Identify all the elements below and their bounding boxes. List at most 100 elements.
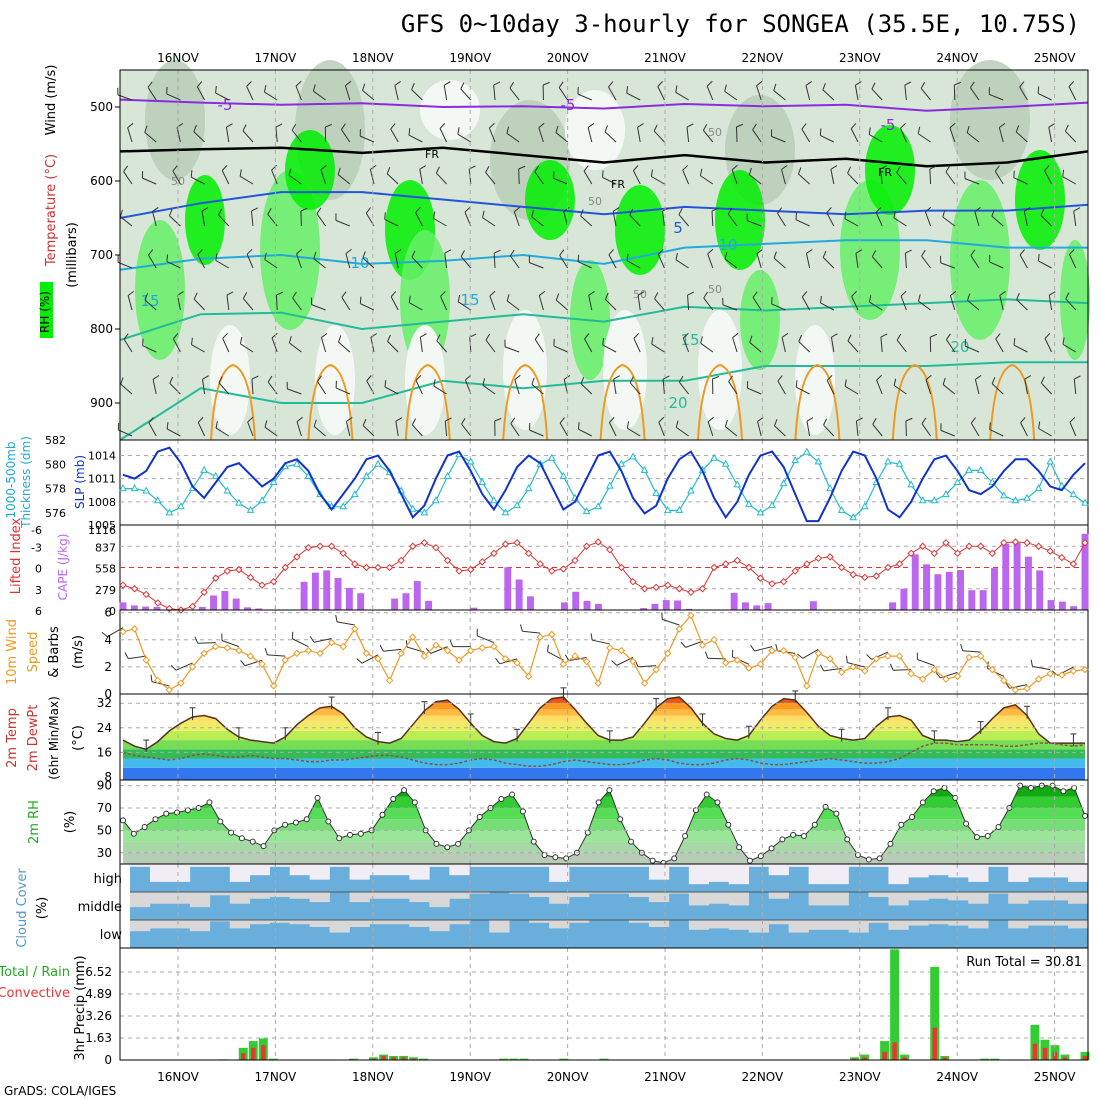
- wind-barb-flag: [633, 165, 639, 171]
- wind-barb: [953, 84, 956, 101]
- rh-marker: [768, 845, 775, 852]
- cape-bar: [764, 603, 772, 610]
- wind-barb: [876, 379, 883, 395]
- wind-barb-flag: [288, 168, 292, 176]
- wind-barb: [577, 261, 593, 269]
- wind-barb-flag: [847, 334, 852, 342]
- wind-barb: [394, 85, 399, 101]
- wind-barb-flag: [215, 421, 218, 429]
- wind-barb: [264, 91, 278, 101]
- series-temp: [122, 696, 1085, 751]
- wind-barb: [477, 635, 495, 644]
- wind-barb: [559, 255, 569, 269]
- precip-convective-bar: [381, 1055, 386, 1060]
- wind-barb: [193, 131, 205, 143]
- wind-barb-flag: [724, 84, 727, 92]
- precip-total-bar: [990, 1058, 1000, 1060]
- thickness-marker: [756, 508, 765, 516]
- wind-barb-flag: [172, 165, 178, 172]
- thickness-marker: [408, 504, 417, 512]
- wind-barb-flag: [798, 334, 802, 342]
- wind-marker: [687, 611, 695, 620]
- cape-bar: [244, 607, 251, 610]
- cloud-clear-cell: [149, 892, 171, 904]
- rh-dry-area: [405, 325, 445, 435]
- wind-marker: [188, 663, 197, 671]
- cloud-clear-cell: [1068, 864, 1089, 882]
- time-label-bottom: 25NOV: [1034, 1070, 1076, 1084]
- rh-contour-fill: [950, 60, 1030, 180]
- wind-barb-flag: [736, 123, 744, 128]
- thickness-marker: [153, 496, 162, 504]
- wind-barb: [1044, 338, 1053, 353]
- wind-marker: [745, 664, 753, 672]
- wind-barb: [998, 127, 1004, 143]
- cloud-clear-cell: [808, 864, 829, 885]
- wind-barb-flag: [920, 82, 926, 89]
- wind-barb-flag: [275, 123, 283, 128]
- axis-label: (%): [35, 897, 50, 920]
- wind-barb-flag: [194, 636, 199, 644]
- wind-barb-flag: [795, 380, 798, 388]
- wind-barb-flag: [757, 416, 764, 422]
- cloud-clear-cell: [369, 864, 390, 876]
- wind-barb-flag: [1024, 375, 1032, 380]
- cloud-clear-cell: [908, 864, 929, 878]
- wind-barb-flag: [675, 420, 679, 428]
- cloud-clear-cell: [269, 864, 290, 867]
- wind-barb-flag: [534, 333, 540, 340]
- cloud-clear-cell: [1008, 892, 1029, 904]
- wind-barb: [362, 89, 375, 101]
- thickness-marker: [721, 459, 730, 467]
- thickness-marker: [629, 452, 637, 460]
- wind-barb-flag: [362, 251, 366, 259]
- li-marker: [420, 539, 429, 547]
- wind-barb-flag: [925, 374, 932, 381]
- wind-barb: [191, 344, 205, 353]
- tick-label: 1116: [88, 524, 116, 537]
- wind-barb: [925, 379, 932, 395]
- li-marker: [571, 556, 579, 565]
- wind-marker: [965, 653, 973, 662]
- axis-label: 2m DewPt: [26, 705, 41, 772]
- li-marker: [1046, 547, 1054, 555]
- tick-label: 500: [90, 100, 113, 114]
- cloud-clear-cell: [489, 864, 510, 867]
- wind-barb-flag: [657, 81, 663, 87]
- wind-barb: [1044, 170, 1053, 185]
- thickness-marker: [362, 471, 371, 479]
- wind-marker: [327, 638, 336, 647]
- wind-barb-flag: [797, 167, 802, 175]
- thickness-marker: [594, 502, 603, 510]
- wind-barb-flag: [1062, 337, 1065, 345]
- precip-convective-bar: [251, 1047, 256, 1060]
- wind-barb: [822, 89, 835, 101]
- cape-bar: [391, 598, 399, 610]
- wind-barb: [629, 382, 641, 395]
- wind-barb-flag: [264, 648, 268, 656]
- cape-bar: [923, 564, 931, 610]
- wind-barb: [169, 215, 181, 227]
- rh-marker: [865, 856, 872, 863]
- wind-barb: [222, 338, 230, 353]
- cloud-clear-cell: [868, 892, 889, 898]
- cloud-clear-cell: [469, 864, 490, 867]
- tick-label: 0: [109, 605, 116, 618]
- thickness-marker: [675, 505, 684, 513]
- axis-label: 2m Temp: [5, 708, 20, 768]
- li-marker: [304, 543, 313, 552]
- thickness-marker: [745, 499, 753, 507]
- wind-marker: [814, 649, 823, 658]
- contour-label: FR: [611, 178, 625, 191]
- rh-legend-swatch: [40, 282, 53, 338]
- wind-barb-flag: [513, 206, 520, 213]
- wind-barb-flag: [942, 377, 946, 385]
- rh-contour-fill: [145, 60, 205, 180]
- wind-barb: [945, 339, 956, 353]
- cloud-clear-cell: [808, 920, 829, 930]
- wind-barb: [142, 177, 157, 185]
- wind-barb: [970, 255, 980, 269]
- wind-barb: [118, 429, 133, 437]
- wind-barb-flag: [602, 170, 604, 178]
- wind-barb-flag: [995, 333, 1001, 340]
